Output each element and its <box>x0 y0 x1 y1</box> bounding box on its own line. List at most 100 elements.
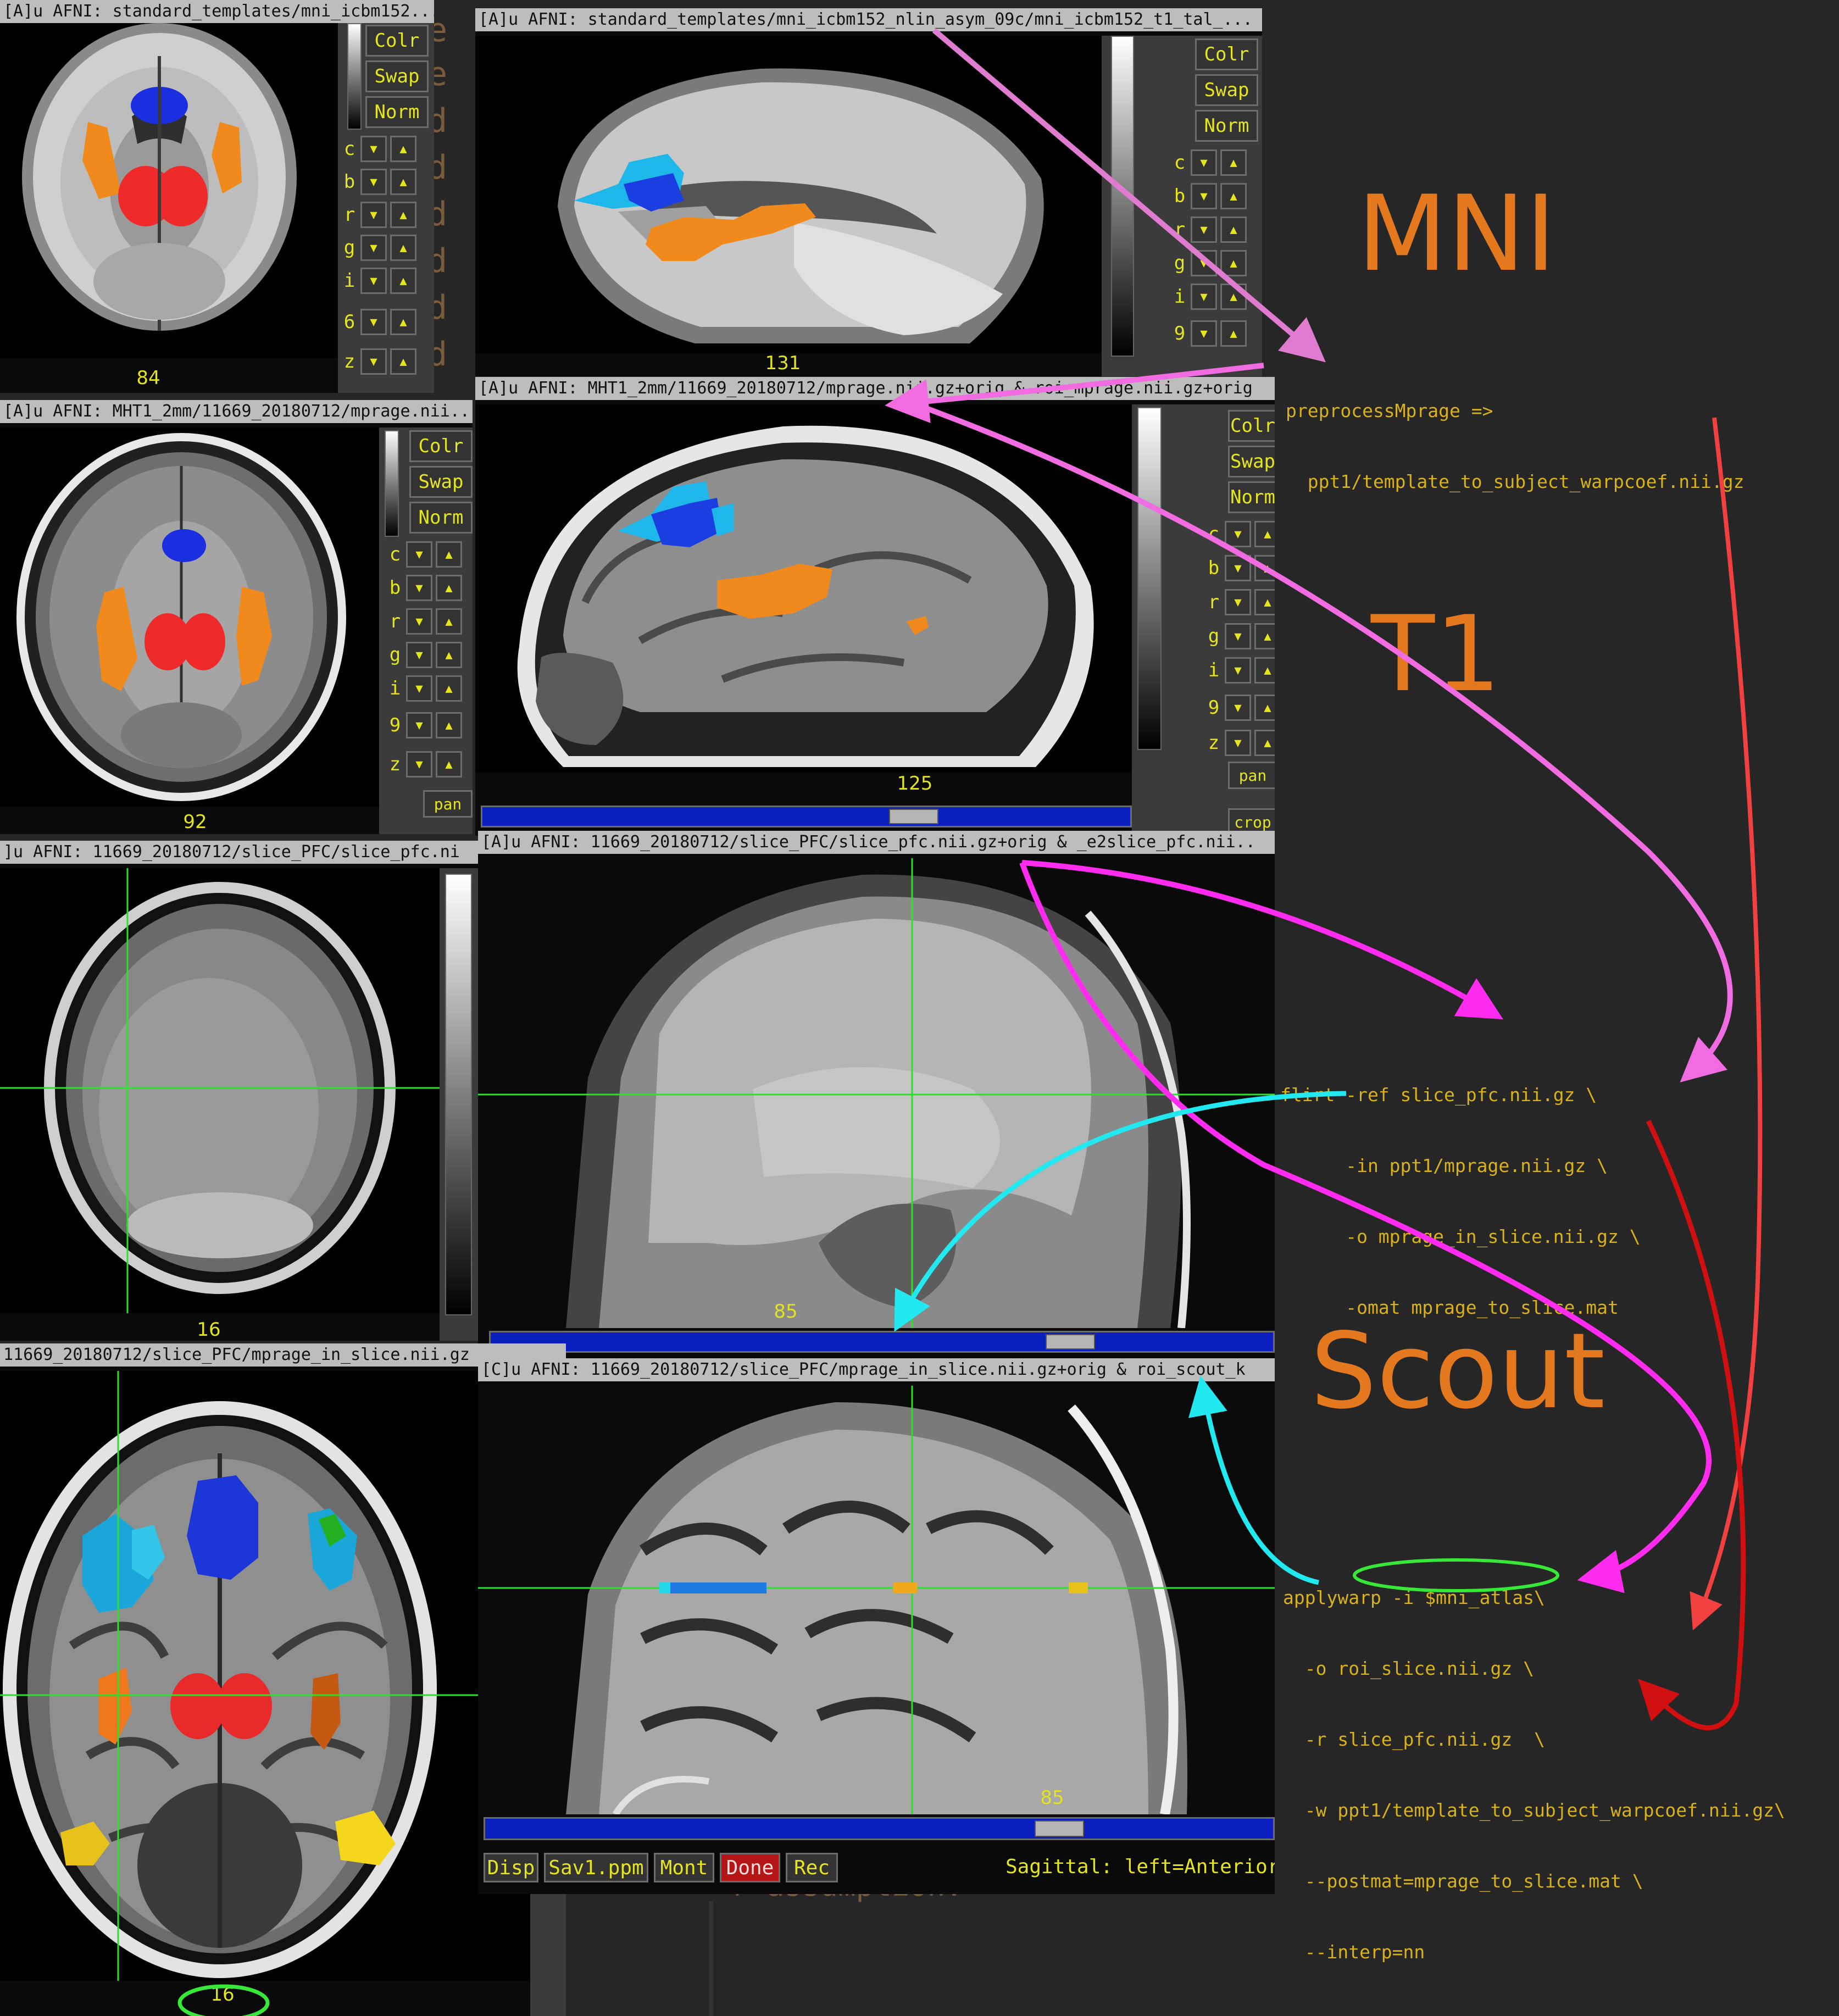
arrow-up-icon[interactable]: ▲ <box>390 169 416 195</box>
arrow-up-icon[interactable]: ▲ <box>1220 183 1247 209</box>
arrow-down-icon[interactable]: ▼ <box>406 751 432 777</box>
arrow-up-icon[interactable]: ▲ <box>390 268 416 294</box>
window-title: ]u AFNI: 11669_20180712/slice_PFC/slice_… <box>0 841 478 864</box>
montage-button[interactable]: Mont <box>654 1853 714 1882</box>
arrow-up-icon[interactable]: ▲ <box>1254 589 1275 615</box>
arrow-down-icon[interactable]: ▼ <box>1191 149 1217 176</box>
arrow-mni-to-preprocess <box>932 28 1326 363</box>
arrow-up-icon[interactable]: ▲ <box>1254 695 1275 721</box>
arrow-down-icon[interactable]: ▼ <box>360 309 387 335</box>
arrow-up-icon[interactable]: ▲ <box>390 348 416 375</box>
pan-button[interactable]: pan <box>423 790 473 818</box>
slice-number: 125 <box>897 773 933 795</box>
scrollbar-thumb[interactable] <box>889 809 938 824</box>
slice-scrollbar[interactable] <box>489 1331 1275 1353</box>
norm-button[interactable]: Norm <box>1228 481 1275 513</box>
arrow-down-icon[interactable]: ▼ <box>1191 183 1217 209</box>
done-button[interactable]: Done <box>720 1853 780 1882</box>
arrow-up-icon[interactable]: ▲ <box>436 642 462 668</box>
arrow-up-icon[interactable]: ▲ <box>390 202 416 228</box>
arrow-up-icon[interactable]: ▲ <box>436 675 462 702</box>
control-label: r <box>389 610 401 632</box>
arrow-up-icon[interactable]: ▲ <box>390 309 416 335</box>
control-row: z ▼ ▲ <box>1206 729 1275 757</box>
swap-button[interactable]: Swap <box>1228 446 1275 477</box>
colorbar[interactable] <box>385 430 399 537</box>
arrow-preprocess-to-t1 <box>885 363 1264 423</box>
norm-button[interactable]: Norm <box>409 502 473 534</box>
arrow-down-icon[interactable]: ▼ <box>1191 320 1217 347</box>
pan-button[interactable]: pan <box>1228 762 1275 789</box>
arrow-up-icon[interactable]: ▲ <box>1254 730 1275 756</box>
arrow-up-icon[interactable]: ▲ <box>390 136 416 162</box>
colorbar[interactable] <box>445 874 472 1315</box>
colr-button[interactable]: Colr <box>409 430 473 462</box>
arrow-up-icon[interactable]: ▲ <box>390 235 416 261</box>
colorbar[interactable] <box>347 23 362 130</box>
arrow-up-icon[interactable]: ▲ <box>436 575 462 601</box>
control-row: i ▼ ▲ <box>1172 282 1247 311</box>
save-button[interactable]: Sav1.ppm <box>544 1853 648 1882</box>
arrow-up-icon[interactable]: ▲ <box>1254 521 1275 547</box>
colr-button[interactable]: Colr <box>1195 38 1258 70</box>
control-label: 9 <box>389 714 401 736</box>
arrow-down-icon[interactable]: ▼ <box>1225 623 1251 649</box>
arrow-up-icon[interactable]: ▲ <box>436 541 462 568</box>
control-label: 9 <box>1174 323 1186 345</box>
arrow-down-icon[interactable]: ▼ <box>406 541 432 568</box>
arrow-down-icon[interactable]: ▼ <box>406 642 432 668</box>
scrollbar-thumb[interactable] <box>1046 1334 1095 1349</box>
arrow-down-icon[interactable]: ▼ <box>1191 284 1217 310</box>
colr-button[interactable]: Colr <box>1228 410 1275 442</box>
arrow-down-icon[interactable]: ▼ <box>360 268 387 294</box>
colr-button[interactable]: Colr <box>365 25 429 57</box>
slice-scrollbar[interactable] <box>484 1817 1275 1840</box>
swap-button[interactable]: Swap <box>1195 74 1258 106</box>
arrow-down-icon[interactable]: ▼ <box>360 348 387 375</box>
arrow-down-icon[interactable]: ▼ <box>406 712 432 738</box>
scrollbar-thumb[interactable] <box>1035 1820 1084 1837</box>
arrow-down-icon[interactable]: ▼ <box>1225 657 1251 684</box>
arrow-warp-to-applywarp <box>1690 417 1763 1631</box>
norm-button[interactable]: Norm <box>365 96 429 128</box>
arrow-down-icon[interactable]: ▼ <box>360 235 387 261</box>
arrow-t1-to-flirt <box>905 398 1733 1082</box>
arrow-down-icon[interactable]: ▼ <box>1225 589 1251 615</box>
swap-button[interactable]: Swap <box>409 466 473 498</box>
record-button[interactable]: Rec <box>786 1853 838 1882</box>
code-line: -r slice_pfc.nii.gz \ <box>1283 1729 1545 1750</box>
arrow-down-icon[interactable]: ▼ <box>1191 216 1217 243</box>
control-label: i <box>1208 659 1220 681</box>
arrow-up-icon[interactable]: ▲ <box>1220 216 1247 243</box>
arrow-up-icon[interactable]: ▲ <box>1254 623 1275 649</box>
arrow-down-icon[interactable]: ▼ <box>360 202 387 228</box>
colorbar[interactable] <box>1137 407 1162 750</box>
arrow-down-icon[interactable]: ▼ <box>406 575 432 601</box>
arrow-down-icon[interactable]: ▼ <box>1225 521 1251 547</box>
arrow-up-icon[interactable]: ▲ <box>436 712 462 738</box>
disp-button[interactable]: Disp <box>484 1853 538 1882</box>
norm-button[interactable]: Norm <box>1195 110 1258 142</box>
control-row: i ▼ ▲ <box>387 674 462 703</box>
preprocess-code: preprocessMprage => ppt1/template_to_sub… <box>1286 352 1744 517</box>
code-line: --interp=nn <box>1283 1941 1425 1963</box>
arrow-down-icon[interactable]: ▼ <box>406 608 432 635</box>
slice-scrollbar[interactable] <box>481 806 1132 827</box>
arrow-down-icon[interactable]: ▼ <box>360 169 387 195</box>
control-label: i <box>1174 286 1186 308</box>
arrow-up-icon[interactable]: ▲ <box>436 751 462 777</box>
arrow-down-icon[interactable]: ▼ <box>1225 730 1251 756</box>
arrow-down-icon[interactable]: ▼ <box>1225 695 1251 721</box>
mni-sagittal-image <box>475 36 1102 353</box>
arrow-down-icon[interactable]: ▼ <box>360 136 387 162</box>
arrow-up-icon[interactable]: ▲ <box>1220 320 1247 347</box>
slice-number: 85 <box>1040 1787 1064 1809</box>
arrow-up-icon[interactable]: ▲ <box>436 608 462 635</box>
control-label: i <box>389 677 401 699</box>
arrow-up-icon[interactable]: ▲ <box>1254 657 1275 684</box>
arrow-down-icon[interactable]: ▼ <box>406 675 432 702</box>
swap-button[interactable]: Swap <box>365 60 429 92</box>
arrow-up-icon[interactable]: ▲ <box>1220 149 1247 176</box>
arrow-up-icon[interactable]: ▲ <box>1220 250 1247 276</box>
